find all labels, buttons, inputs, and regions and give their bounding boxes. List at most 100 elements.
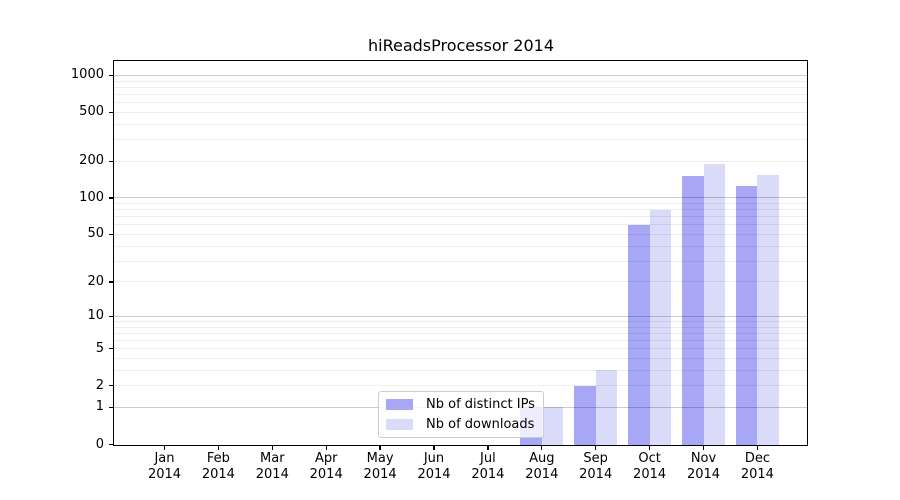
y-axis-tick <box>108 315 113 318</box>
bar-downloads <box>703 163 725 445</box>
x-axis-tick <box>379 445 381 450</box>
x-axis-month-label: Mar 2014 <box>244 451 300 482</box>
x-axis-month-label: Jul 2014 <box>460 451 516 482</box>
chart-title: hiReadsProcessor 2014 <box>368 36 554 55</box>
minor-gridline <box>114 123 807 125</box>
y-axis-tick <box>108 385 113 387</box>
y-axis-tick <box>108 281 113 283</box>
y-axis-tick-label: 20 <box>87 273 104 289</box>
minor-gridline <box>114 348 807 350</box>
minor-gridline <box>114 332 807 334</box>
y-axis-tick-label: 1 <box>95 399 104 415</box>
month-year: 2014 <box>579 466 613 482</box>
y-axis-tick-label: 10 <box>87 308 104 324</box>
x-axis-month-label: Feb 2014 <box>190 451 246 482</box>
bar-distinct-ips <box>628 224 650 445</box>
month-name: Sep <box>583 451 608 466</box>
y-axis-tick <box>108 443 113 446</box>
y-axis-tick-label: 500 <box>79 104 104 120</box>
minor-gridline <box>114 281 807 283</box>
bar-downloads <box>649 209 672 445</box>
month-name: Mar <box>260 451 285 466</box>
legend-item-downloads: Nb of downloads <box>386 417 543 432</box>
month-name: Jan <box>154 451 175 466</box>
y-axis-tick <box>108 348 113 350</box>
x-axis-tick <box>756 445 759 450</box>
minor-gridline <box>114 139 807 141</box>
y-axis-tick-label: 200 <box>79 153 104 169</box>
month-year: 2014 <box>363 466 397 482</box>
month-name: Apr <box>314 451 338 466</box>
x-axis-month-label: Nov 2014 <box>676 451 732 482</box>
minor-gridline <box>114 233 807 235</box>
month-name: Dec <box>744 451 770 466</box>
legend-swatch-distinct-ips <box>386 399 413 410</box>
y-axis-tick-label: 1000 <box>70 67 104 83</box>
y-axis-tick-label: 100 <box>79 189 104 205</box>
minor-gridline <box>114 385 807 387</box>
major-gridline <box>114 197 807 199</box>
legend-label-downloads: Nb of downloads <box>426 417 535 432</box>
minor-gridline <box>114 203 807 205</box>
minor-gridline <box>114 224 807 226</box>
minor-gridline <box>114 160 807 162</box>
y-axis-tick-label: 0 <box>95 436 104 452</box>
y-axis-tick-label: 5 <box>95 340 104 356</box>
minor-gridline <box>114 358 807 360</box>
minor-gridline <box>114 321 807 322</box>
month-name: Nov <box>690 451 717 466</box>
x-axis-tick <box>433 445 435 450</box>
x-axis-tick <box>217 445 220 450</box>
minor-gridline <box>114 326 807 328</box>
minor-gridline <box>114 340 807 342</box>
month-year: 2014 <box>417 466 451 482</box>
x-axis-month-label: Dec 2014 <box>729 451 785 482</box>
major-gridline <box>114 74 807 76</box>
month-name: Feb <box>206 451 230 466</box>
month-year: 2014 <box>471 466 505 482</box>
x-axis-tick <box>487 445 489 450</box>
major-gridline <box>114 315 807 317</box>
y-axis-tick <box>108 111 113 114</box>
x-axis-tick <box>541 445 543 450</box>
month-year: 2014 <box>201 466 235 482</box>
minor-gridline <box>114 209 807 211</box>
legend-item-distinct-ips: Nb of distinct IPs <box>386 397 543 412</box>
x-axis-month-label: Aug 2014 <box>514 451 570 482</box>
plot-border <box>113 60 808 446</box>
x-axis-month-label: Oct 2014 <box>622 451 678 482</box>
minor-gridline <box>114 80 807 82</box>
bar-downloads <box>541 407 564 445</box>
bar-distinct-ips <box>735 186 758 445</box>
y-axis-tick <box>108 197 113 199</box>
month-name: Oct <box>638 451 661 466</box>
x-axis-tick <box>648 445 651 450</box>
month-year: 2014 <box>255 466 289 482</box>
minor-gridline <box>114 369 807 371</box>
y-axis-tick-label: 2 <box>95 377 104 393</box>
y-axis-tick-label: 50 <box>87 226 104 242</box>
x-axis-month-label: Jun 2014 <box>406 451 462 482</box>
x-axis-tick <box>595 445 597 450</box>
x-axis-month-label: Apr 2014 <box>298 451 354 482</box>
minor-gridline <box>114 216 807 218</box>
month-year: 2014 <box>147 466 182 482</box>
x-axis-tick <box>163 445 166 450</box>
y-axis-tick <box>108 74 113 77</box>
minor-gridline <box>114 260 807 262</box>
legend-label-distinct-ips: Nb of distinct IPs <box>426 397 535 412</box>
y-axis-tick <box>108 406 113 409</box>
minor-gridline <box>114 86 807 88</box>
x-axis-month-label: May 2014 <box>352 451 408 482</box>
bar-distinct-ips <box>682 176 704 445</box>
y-axis-tick <box>108 160 113 162</box>
minor-gridline <box>114 111 807 113</box>
month-year: 2014 <box>740 466 774 482</box>
bar-downloads <box>595 370 618 445</box>
bar-distinct-ips <box>574 385 596 445</box>
x-axis-month-label: Sep 2014 <box>568 451 624 482</box>
x-axis-tick <box>325 445 327 450</box>
month-year: 2014 <box>633 466 667 482</box>
